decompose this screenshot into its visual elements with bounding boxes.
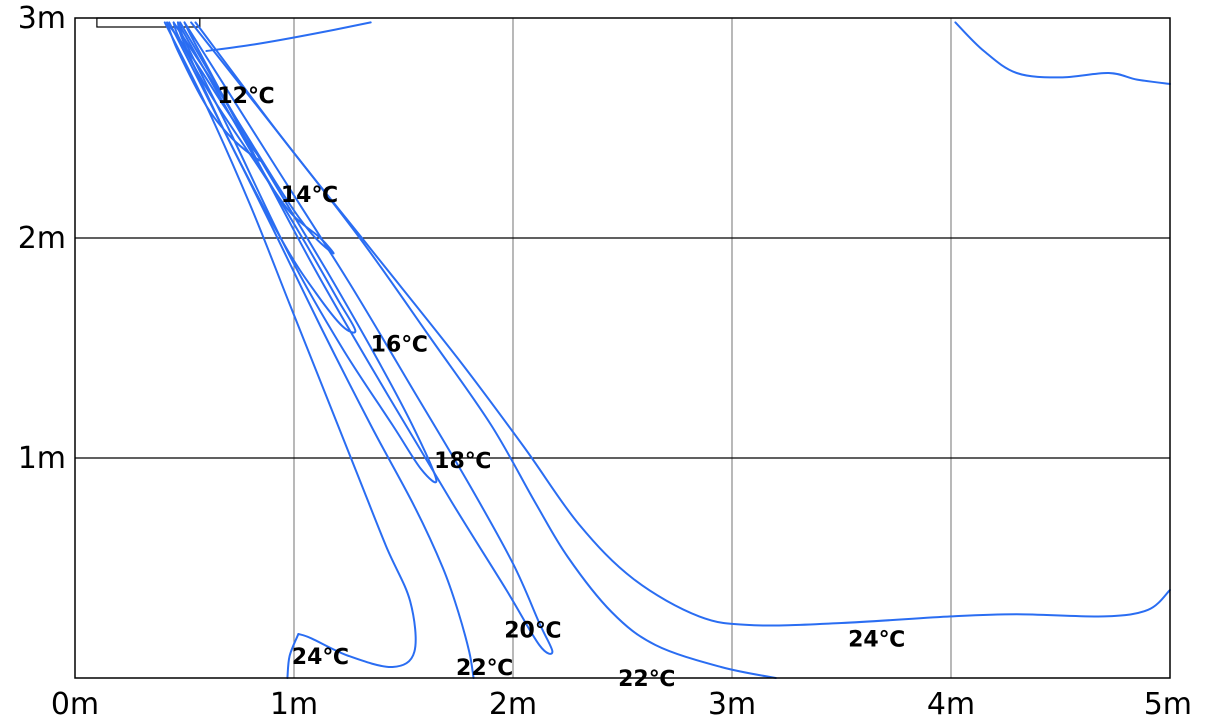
plot-background	[75, 18, 1170, 678]
isotherm-label: 16℃	[371, 333, 428, 358]
isotherm-label: 12℃	[217, 84, 274, 109]
isotherm-label: 24℃	[292, 645, 349, 670]
isotherm-line	[183, 21, 554, 655]
isotherm-label: 18℃	[434, 449, 491, 474]
isotherm-line	[168, 21, 475, 679]
isotherm-lines	[163, 21, 1171, 679]
isotherm-labels: 12℃ 14℃ 16℃ 18℃ 20℃ 22℃ 22℃ 24℃ 24℃	[217, 84, 905, 692]
isotherm-label: 22℃	[618, 667, 675, 692]
isotherm-label: 24℃	[848, 627, 905, 652]
grid-lines	[75, 18, 1170, 678]
isotherm-line	[205, 21, 372, 52]
y-axis-ticks: 1m 2m 3m	[18, 1, 66, 476]
isotherm-line	[286, 633, 300, 679]
isotherm-line	[178, 21, 438, 484]
isotherm-label: 22℃	[456, 656, 513, 681]
isotherm-label: 20℃	[504, 619, 561, 644]
y-tick-label: 3m	[18, 1, 66, 36]
x-tick-label: 2m	[489, 687, 537, 722]
isotherm-line	[163, 21, 417, 669]
plot-frame	[74, 17, 1171, 679]
isotherm-line	[954, 21, 1171, 85]
x-tick-label: 4m	[927, 687, 975, 722]
isotherm-line	[194, 21, 1171, 627]
x-tick-label: 3m	[708, 687, 756, 722]
y-tick-label: 1m	[18, 441, 66, 476]
x-tick-label: 0m	[51, 687, 99, 722]
x-tick-label: 5m	[1144, 687, 1192, 722]
y-tick-label: 2m	[18, 221, 66, 256]
isotherm-label: 14℃	[281, 183, 338, 208]
x-tick-label: 1m	[270, 687, 318, 722]
x-axis-ticks: 0m 1m 2m 3m 4m 5m	[51, 687, 1192, 722]
